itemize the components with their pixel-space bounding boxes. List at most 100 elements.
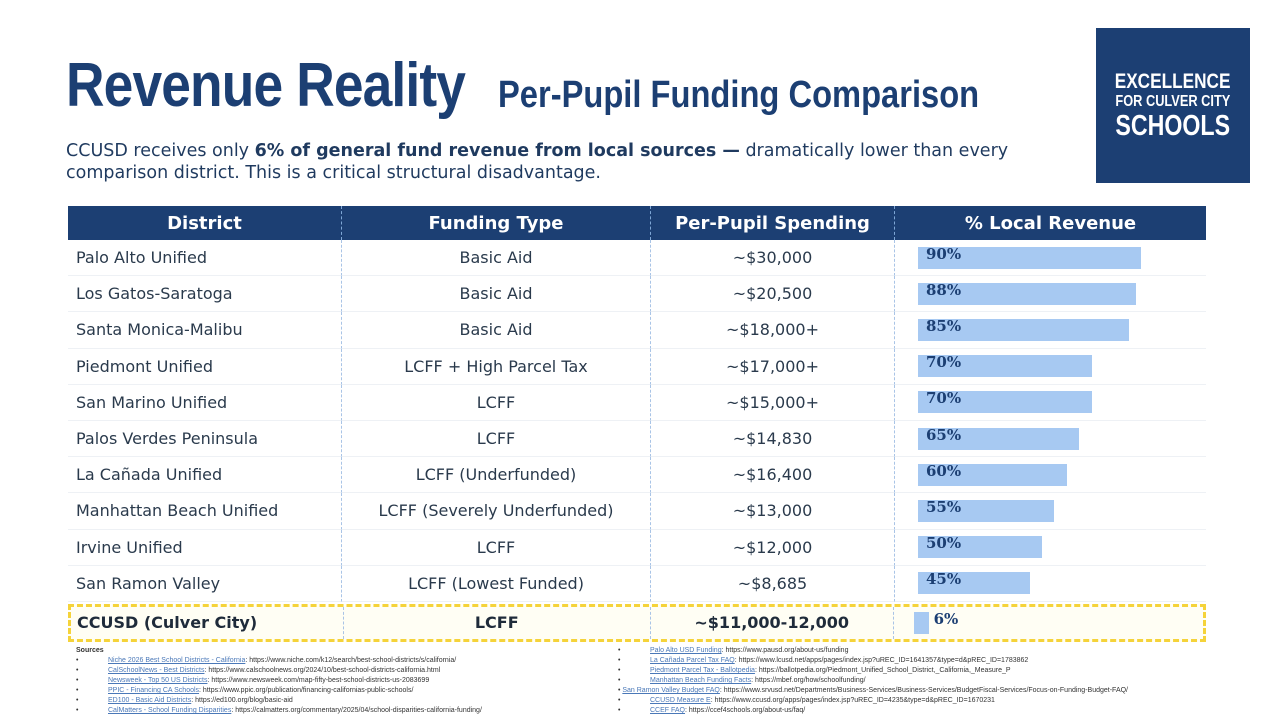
spending-cell: ~$20,500 <box>650 276 894 313</box>
funding-type-cell: LCFF + High Parcel Tax <box>341 348 650 385</box>
bullet-icon: • <box>76 687 79 694</box>
local-revenue-label: 50% <box>926 534 962 553</box>
sources-heading: Sources <box>76 647 104 654</box>
funding-type-cell: Basic Aid <box>341 276 650 313</box>
source-item: • Niche 2026 Best School Districts - Cali… <box>76 656 586 666</box>
local-revenue-bar: 55% <box>918 497 1054 522</box>
spending-cell: ~$17,000+ <box>650 348 894 385</box>
source-link[interactable]: PPIC - Financing CA Schools <box>108 687 200 694</box>
header-spending: Per-Pupil Spending <box>650 206 894 240</box>
source-link[interactable]: CalMatters - School Funding Disparities <box>108 707 232 714</box>
source-item: • Palo Alto USD Funding: https://www.paus… <box>618 646 1128 656</box>
source-link[interactable]: Palo Alto USD Funding <box>650 647 722 654</box>
district-cell: Irvine Unified <box>68 530 341 566</box>
source-item: • ED100 - Basic Aid Districts: https://ed… <box>76 696 586 706</box>
funding-type-cell: Basic Aid <box>341 240 650 277</box>
source-item: • PPIC - Financing CA Schools: https://ww… <box>76 686 586 696</box>
source-url: : https://www.ppic.org/publication/finan… <box>199 687 414 694</box>
bullet-icon: • <box>618 677 621 684</box>
local-revenue-cell: 88% <box>894 276 1206 313</box>
table-row: Piedmont Unified LCFF + High Parcel Tax ~$… <box>68 348 1206 385</box>
local-revenue-label: 90% <box>926 244 962 263</box>
local-revenue-bar: 70% <box>918 389 1092 414</box>
local-revenue-label: 45% <box>926 570 962 589</box>
funding-table: District Funding Type Per-Pupil Spending… <box>68 206 1206 642</box>
table-header: District Funding Type Per-Pupil Spending… <box>68 206 1206 240</box>
local-revenue-cell: 45% <box>894 565 1206 602</box>
funding-type-cell: LCFF <box>342 606 650 639</box>
local-revenue-label: 70% <box>926 353 962 372</box>
logo-line-1: EXCELLENCE <box>1115 69 1231 93</box>
district-cell: Los Gatos-Saratoga <box>68 276 341 313</box>
sources-left-column: • Niche 2026 Best School Districts - Cali… <box>76 656 586 716</box>
source-link[interactable]: CalSchoolNews - Best Districts <box>108 667 205 674</box>
district-cell: Manhattan Beach Unified <box>68 493 341 530</box>
source-item: • CCEF FAQ: https://ccef4schools.org/abou… <box>618 706 1128 716</box>
bullet-icon: • <box>618 647 621 654</box>
local-revenue-bar: 45% <box>918 570 1030 595</box>
source-item: • Newsweek - Top 50 US Districts: https:/… <box>76 676 586 686</box>
district-cell: Piedmont Unified <box>68 349 341 385</box>
source-url: : https://www.newsweek.com/map-fifty-bes… <box>207 677 430 684</box>
source-url: : https://www.pausd.org/about-us/funding <box>721 647 849 654</box>
bullet-icon: • <box>618 687 621 694</box>
funding-type-cell: LCFF (Underfunded) <box>341 457 650 494</box>
district-cell: Palo Alto Unified <box>68 240 341 277</box>
logo-line-2: FOR CULVER CITY <box>1115 92 1231 110</box>
district-cell: CCUSD (Culver City) <box>77 613 258 633</box>
local-revenue-label: 55% <box>926 497 962 516</box>
intro-bold: 6% of general fund revenue from local so… <box>254 141 740 161</box>
table-row: Los Gatos-Saratoga Basic Aid ~$20,500 88% <box>68 276 1206 313</box>
spending-cell: ~$16,400 <box>650 457 894 494</box>
table-row: Palo Alto Unified Basic Aid ~$30,000 90% <box>68 240 1206 277</box>
sources-right-column: • Palo Alto USD Funding: https://www.paus… <box>618 646 1128 716</box>
header-local-revenue: % Local Revenue <box>894 206 1206 240</box>
source-item: • Manhattan Beach Funding Facts: https://… <box>618 676 1128 686</box>
source-link[interactable]: La Cañada Parcel Tax FAQ <box>650 657 735 664</box>
local-revenue-bar: 90% <box>918 244 1141 269</box>
local-revenue-label: 60% <box>926 461 962 480</box>
local-revenue-cell: 85% <box>894 312 1206 349</box>
spending-cell: ~$13,000 <box>650 493 894 530</box>
table-body: Palo Alto Unified Basic Aid ~$30,000 90% Los… <box>68 240 1206 642</box>
intro-text: CCUSD receives only 6% of general fund r… <box>66 140 1056 184</box>
source-item: • San Ramon Valley Budget FAQ: https://ww… <box>618 686 1128 696</box>
spending-cell: ~$12,000 <box>650 529 894 566</box>
source-link[interactable]: Manhattan Beach Funding Facts <box>650 677 752 684</box>
source-item: • CCUSD Measure E: https://www.ccusd.org/… <box>618 696 1128 706</box>
source-link[interactable]: Piedmont Parcel Tax - Ballotpedia <box>650 667 755 674</box>
source-link[interactable]: ED100 - Basic Aid Districts <box>108 697 192 704</box>
intro-post: dramatically lower than every comparison… <box>66 141 1009 183</box>
table-row-highlight: CCUSD (Culver City) LCFF ~$11,000-12,000 6% <box>68 603 1206 642</box>
funding-type-cell: LCFF (Lowest Funded) <box>341 565 650 602</box>
district-cell: Santa Monica-Malibu <box>68 312 341 349</box>
local-revenue-bar: 85% <box>918 316 1129 341</box>
source-link[interactable]: San Ramon Valley Budget FAQ <box>622 687 720 694</box>
bullet-icon: • <box>76 697 79 704</box>
source-item: • Piedmont Parcel Tax - Ballotpedia: http… <box>618 666 1128 676</box>
spending-cell: ~$14,830 <box>650 420 894 458</box>
source-url: : https://www.ccusd.org/apps/pages/index… <box>710 697 995 704</box>
local-revenue-cell: 65% <box>894 420 1206 458</box>
local-revenue-bar: 70% <box>918 353 1092 378</box>
source-url: : https://ccef4schools.org/about-us/faq/ <box>685 707 806 714</box>
bullet-icon: • <box>76 707 79 714</box>
funding-type-cell: LCFF <box>341 384 650 421</box>
local-revenue-bar: 88% <box>918 281 1136 305</box>
source-link[interactable]: Niche 2026 Best School Districts - Calif… <box>108 657 246 664</box>
local-revenue-label: 6% <box>933 609 959 628</box>
local-revenue-label: 85% <box>926 316 962 335</box>
source-url: : https://ballotpedia.org/Piedmont_Unifi… <box>754 667 1011 674</box>
sources: Sources • Niche 2026 Best School District… <box>76 646 1226 716</box>
district-cell: La Cañada Unified <box>68 457 341 494</box>
funding-type-cell: LCFF <box>341 420 650 458</box>
source-url: : https://ed100.org/blog/basic-aid <box>191 697 293 704</box>
local-revenue-cell: 50% <box>894 529 1206 566</box>
source-link[interactable]: CCUSD Measure E <box>650 697 711 704</box>
logo-line-3: SCHOOLS <box>1115 109 1231 142</box>
spending-cell: ~$11,000-12,000 <box>649 606 893 639</box>
source-link[interactable]: CCEF FAQ <box>650 707 686 714</box>
source-link[interactable]: Newsweek - Top 50 US Districts <box>108 677 208 684</box>
spending-cell: ~$8,685 <box>650 565 894 602</box>
district-cell: San Ramon Valley <box>68 566 341 602</box>
